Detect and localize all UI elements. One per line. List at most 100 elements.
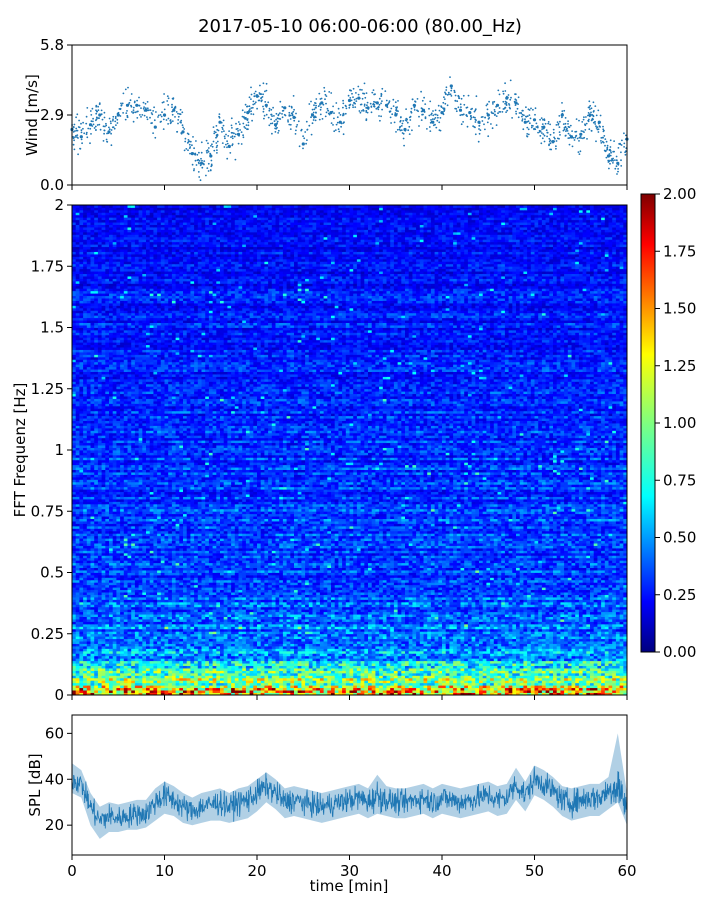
spectrogram-cell <box>412 671 416 674</box>
spectrogram-cell <box>379 663 383 666</box>
wind-point-fine <box>326 112 328 114</box>
spectrogram-cell <box>512 644 516 647</box>
spectrogram-cell <box>94 685 98 688</box>
spectrogram-cell <box>239 673 243 676</box>
spectrogram-cell <box>209 636 213 639</box>
spectrogram-cell <box>387 680 391 683</box>
spectrogram-cell <box>475 636 479 639</box>
spectrogram-cell <box>128 639 132 642</box>
wind-point-fine <box>177 123 179 125</box>
spectrogram-cell <box>105 666 109 669</box>
spectrogram-cell <box>327 661 331 664</box>
spectrogram-cell <box>290 683 294 686</box>
wind-point-fine <box>414 105 416 107</box>
wind-point-fine <box>557 121 559 123</box>
spectrogram-cell <box>165 690 169 693</box>
wind-point-fine <box>620 165 622 167</box>
spectrogram-cell <box>435 690 439 693</box>
spectrogram-cell <box>272 648 276 651</box>
spectrogram-cell <box>120 663 124 666</box>
spectrogram-cell <box>546 644 550 647</box>
spectrogram-cell <box>461 636 465 639</box>
wind-point-fine <box>281 113 283 115</box>
wind-point-fine <box>145 103 147 105</box>
spectrogram-cell <box>361 666 365 669</box>
spectrogram-cell <box>494 675 498 678</box>
wind-point-fine <box>474 117 476 119</box>
spectrogram-cell <box>486 666 490 669</box>
spectrogram-cell <box>128 663 132 666</box>
spectrogram-cell <box>472 688 476 691</box>
spectrogram-cell <box>531 658 535 661</box>
spectrogram-cell <box>150 644 154 647</box>
spectrogram-cell <box>161 690 165 693</box>
spectrogram-cell <box>483 673 487 676</box>
spectrogram-cell <box>320 641 324 644</box>
spectrogram-cell <box>257 646 261 649</box>
spectrogram-cell <box>449 680 453 683</box>
spectrogram-cell <box>372 675 376 678</box>
spectrogram-cell <box>398 666 402 669</box>
spectrogram-cell <box>346 651 350 654</box>
spectrogram-cell <box>564 680 568 683</box>
spectrogram-cell <box>379 661 383 664</box>
spectrogram-cell <box>139 678 143 681</box>
spectrogram-cell <box>109 671 113 674</box>
wind-point-fine <box>482 116 484 118</box>
spectrogram-cell <box>457 663 461 666</box>
spectrogram-cell <box>316 671 320 674</box>
spectrogram-cell <box>76 663 80 666</box>
wind-point-fine <box>216 136 218 138</box>
spectrogram-cell <box>87 653 91 656</box>
spectrogram-cell <box>416 641 420 644</box>
spectrogram-cell <box>268 644 272 647</box>
spectrogram-cell <box>250 644 254 647</box>
spectrogram-cell <box>231 675 235 678</box>
spectrogram-cell <box>231 678 235 681</box>
spectrogram-cell <box>620 678 624 681</box>
spectrogram-cell <box>209 639 213 642</box>
spectrogram-cell <box>146 690 150 693</box>
spectrogram-cell <box>264 668 268 671</box>
spectrogram-cell <box>179 683 183 686</box>
spectrogram-cell <box>194 646 198 649</box>
spectrogram-cell <box>479 671 483 674</box>
spectrogram-cell <box>76 673 80 676</box>
spectrogram-cell <box>161 680 165 683</box>
wind-point-fine <box>353 102 355 104</box>
wind-point-fine <box>409 117 411 119</box>
spectrogram-cell <box>542 658 546 661</box>
spectrogram-cell <box>512 653 516 656</box>
spectrogram-cell <box>586 678 590 681</box>
wind-point-fine <box>531 127 533 129</box>
spectrogram-cell <box>131 658 135 661</box>
spectrogram-cell <box>479 685 483 688</box>
spectrogram-cell <box>309 639 313 642</box>
spectrogram-cell <box>594 658 598 661</box>
spectrogram-cell <box>239 663 243 666</box>
wind-point-fine <box>475 119 477 121</box>
spectrogram-cell <box>268 658 272 661</box>
spectrogram-cell <box>316 636 320 639</box>
wind-point-fine <box>515 99 517 101</box>
wind-point-fine <box>325 116 327 118</box>
spectrogram-cell <box>187 683 191 686</box>
spectrogram-cell <box>150 690 154 693</box>
spectrogram-cell <box>438 663 442 666</box>
spectrogram-cell <box>72 661 76 664</box>
spectrogram-cell <box>560 690 564 693</box>
spectrogram-cell <box>586 646 590 649</box>
wind-point-fine <box>418 125 420 127</box>
spectrogram-cell <box>560 651 564 654</box>
spectrogram-cell <box>387 673 391 676</box>
wind-point-fine <box>133 107 135 109</box>
spectrogram-cell <box>216 656 220 659</box>
spectrogram-cell <box>161 656 165 659</box>
wind-point-fine <box>211 143 213 145</box>
spectrogram-cell <box>116 639 120 642</box>
wind-point-fine <box>279 118 281 120</box>
spectrogram-cell <box>290 661 294 664</box>
spectrogram-cell <box>494 656 498 659</box>
spectrogram-cell <box>176 673 180 676</box>
spectrogram-cell <box>176 663 180 666</box>
